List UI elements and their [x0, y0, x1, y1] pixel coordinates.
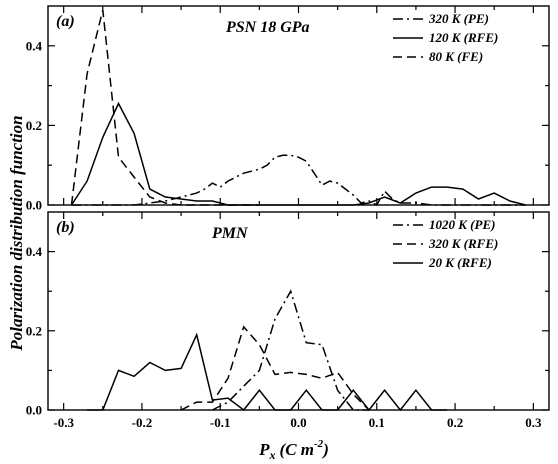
x-tick-label: -0.1: [210, 415, 231, 430]
y-tick-label: 0.0: [26, 198, 42, 213]
legend-label: 120 K (RFE): [429, 30, 498, 45]
y-axis-title: Polarization distribution function: [7, 115, 26, 351]
series-line-3: [87, 332, 448, 412]
x-axis-title: Px (C m-2): [258, 438, 329, 462]
panel-letter: (b): [56, 219, 75, 236]
x-tick-label: -0.3: [53, 415, 74, 430]
series-line-1: [71, 154, 526, 206]
x-axis-title-unit: (C m: [280, 440, 314, 459]
panel-title: PSN 18 GPa: [225, 19, 310, 36]
series-line-3: [70, 9, 260, 206]
legend-label: 320 K (RFE): [428, 236, 498, 251]
x-axis-title-main: P: [258, 440, 270, 459]
y-tick-label: 0.2: [26, 323, 42, 338]
series-line-2: [70, 101, 526, 206]
y-tick-label: 0.4: [26, 244, 43, 259]
panel-letter: (a): [56, 13, 75, 30]
legend-label: 80 K (FE): [429, 49, 483, 64]
panel-b: 0.0 0.2 0.4 -0.3 -0.2 -0.1 0.0 0.1 0.2 0.3 (b) PMN 1…: [26, 211, 550, 430]
legend-label: 320 K (PE): [428, 11, 489, 26]
x-tick-label: -0.2: [132, 415, 153, 430]
x-tick-label: 0.2: [447, 415, 463, 430]
legend-label: 1020 K (PE): [429, 217, 495, 232]
y-tick-label: 0.0: [26, 403, 42, 418]
legend-label: 20 K (RFE): [428, 255, 492, 270]
x-axis-title-sub: x: [269, 448, 276, 462]
x-axis-title-close: ): [321, 440, 329, 459]
panel-a: 0.0 0.2 0.4 (a) PSN 18 GPa 320 K (PE) 120 K (R…: [26, 5, 550, 213]
x-tick-label: 0.1: [369, 415, 385, 430]
y-tick-label: 0.4: [26, 38, 43, 53]
y-tick-label: 0.2: [26, 118, 42, 133]
series-line-1: [212, 289, 369, 411]
x-tick-label: 0.0: [290, 415, 306, 430]
series-line-2: [180, 325, 370, 411]
x-tick-label: 0.3: [525, 415, 542, 430]
x-axis-title-exp: -2: [314, 438, 324, 450]
panel-title: PMN: [211, 225, 249, 242]
